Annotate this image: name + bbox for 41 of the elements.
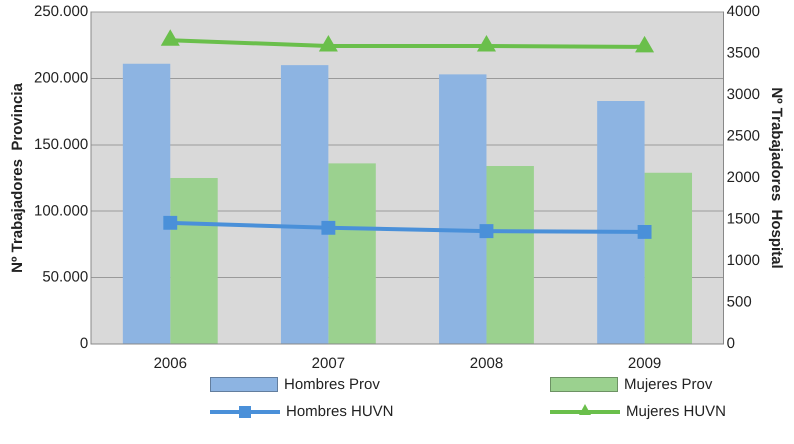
bar: [328, 163, 376, 344]
y2-tick-label: 2500: [726, 128, 760, 145]
bar: [439, 74, 486, 344]
legend-label: Hombres HUVN: [286, 403, 394, 420]
y2-tick-label: 0: [726, 335, 735, 352]
x-tick-label: 2009: [628, 355, 662, 372]
y-axis-title: Nº Trabajadores Provincia: [9, 82, 26, 273]
y-tick-label: 250.000: [34, 3, 88, 20]
y2-tick-label: 4000: [726, 3, 760, 20]
point: [480, 224, 494, 238]
bar: [170, 178, 218, 344]
bar: [122, 64, 170, 344]
point: [320, 37, 336, 52]
bar: [597, 100, 645, 344]
y2-tick-label: 1500: [726, 210, 760, 228]
y2-tick-label: 1000: [726, 252, 760, 270]
point: [162, 31, 178, 46]
y2-tick-label: 500: [726, 294, 752, 311]
y2-tick-label: 2000: [726, 169, 760, 186]
y2-tick-label: 3000: [726, 86, 760, 104]
point: [638, 225, 652, 239]
y2-axis-title: Nº Trabajadores Hospital: [768, 87, 785, 269]
bar: [486, 166, 534, 344]
x-tick-label: 2008: [470, 355, 504, 372]
y-tick-label: 200.000: [34, 70, 88, 87]
point: [478, 37, 495, 52]
y-tick-label: 100.000: [34, 202, 88, 220]
x-tick-label: 2007: [312, 355, 346, 372]
y-tick-label: 150.000: [34, 136, 88, 153]
point: [321, 220, 336, 235]
legend-label: Hombres Prov: [284, 376, 380, 393]
y-tick-label: 0: [80, 335, 88, 352]
bar: [280, 65, 328, 344]
y2-tick-label: 3500: [726, 44, 760, 62]
point: [163, 216, 178, 230]
legend-label: Mujeres HUVN: [626, 403, 726, 420]
point: [636, 38, 653, 52]
x-tick-label: 2006: [154, 355, 187, 372]
y-tick-label: 50.000: [42, 268, 88, 286]
legend-label: Mujeres Prov: [624, 376, 712, 393]
bar: [644, 172, 692, 344]
